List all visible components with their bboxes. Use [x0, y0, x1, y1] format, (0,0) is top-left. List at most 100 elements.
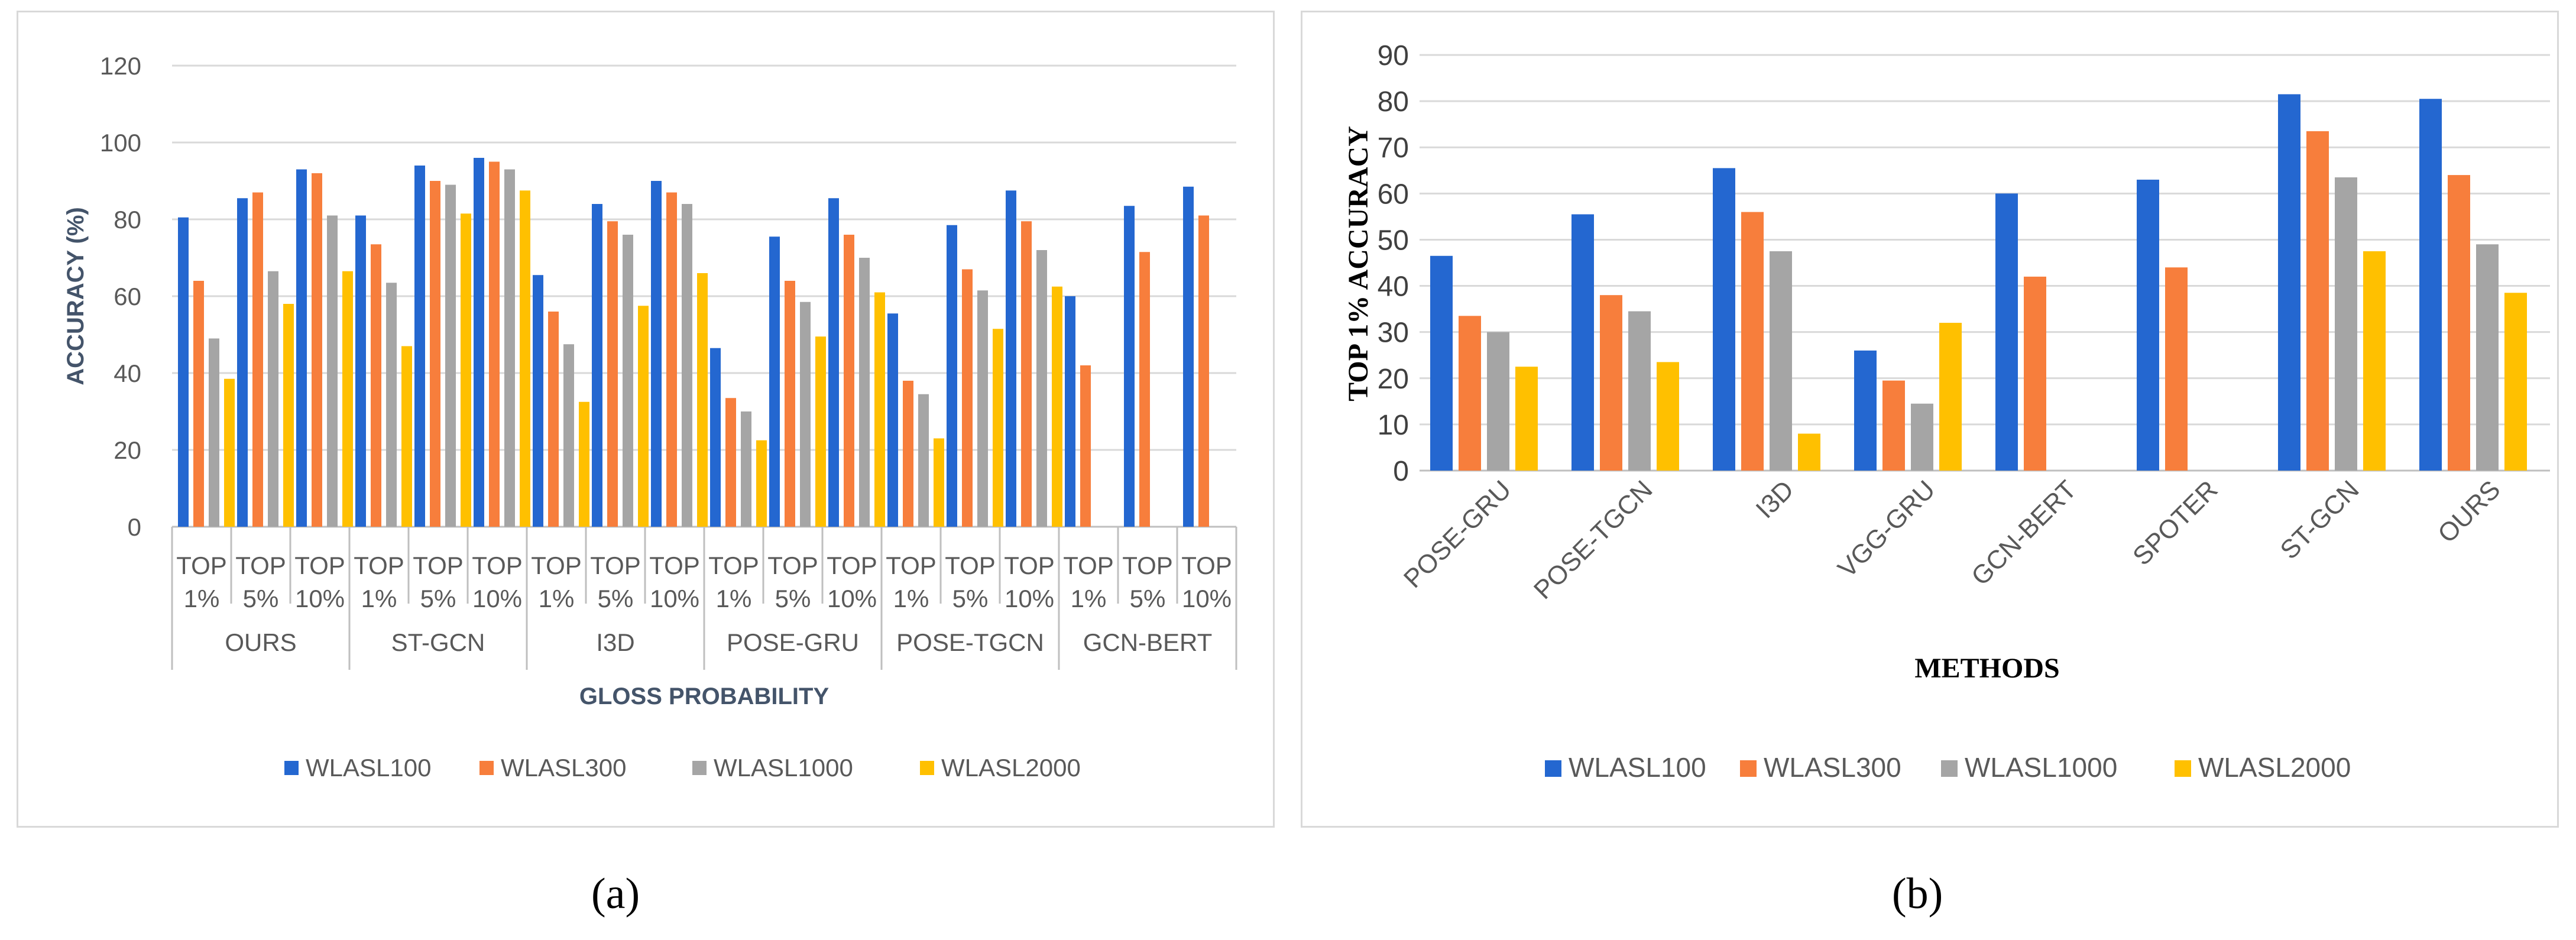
bar-wlasl300 [2306, 131, 2329, 471]
caption-a: (a) [591, 870, 640, 918]
y-tick-label: 80 [1378, 86, 1409, 118]
bar-wlasl1000 [1770, 251, 1792, 471]
chart-a-panel: 0 20 40 60 80 100 120 TOP 1% TOP 5% TOP 10% OURS TOP 1%… [17, 11, 1275, 828]
bar-wlasl1000 [800, 302, 811, 527]
y-tick-label: 100 [100, 129, 141, 157]
x-subcategory-label: 5% [243, 585, 279, 612]
bar-wlasl1000 [977, 290, 988, 527]
legend-label: WLASL300 [1764, 752, 1901, 783]
bar-wlasl100 [355, 215, 366, 527]
bar-wlasl300 [1600, 295, 1622, 471]
bar-wlasl300 [844, 235, 854, 527]
bar-wlasl100 [237, 198, 248, 527]
bar-wlasl300 [312, 173, 322, 527]
bar-wlasl100 [296, 169, 307, 527]
bar-wlasl300 [785, 281, 795, 527]
bar-wlasl100 [1854, 350, 1877, 471]
bar-wlasl300 [607, 221, 618, 527]
bar-wlasl2000 [1798, 433, 1820, 471]
x-group-label: ST-GCN [391, 628, 485, 656]
bar-wlasl1000 [504, 169, 515, 527]
y-tick-label: 120 [100, 52, 141, 80]
x-subcategory-label: 5% [420, 585, 456, 612]
chart-a: 0 20 40 60 80 100 120 TOP 1% TOP 5% TOP 10% OURS TOP 1%… [63, 52, 1237, 782]
bar-wlasl300 [2165, 267, 2188, 471]
bar-wlasl2000 [283, 304, 294, 527]
x-subcategory-label: TOP [294, 552, 345, 579]
x-category-label: OURS [2432, 475, 2506, 549]
y-tick-label: 40 [1378, 271, 1409, 303]
chart-b: 0 10 20 30 40 50 60 70 80 90 POSE-GRU POSE-TGCN I3D V… [1343, 40, 2550, 783]
x-subcategory-label: 1% [893, 585, 929, 612]
legend-swatch-wlasl300 [1740, 760, 1757, 777]
y-axis-title: ACCURACY (%) [63, 207, 89, 385]
bar-wlasl100 [1713, 168, 1735, 471]
x-group-label: POSE-GRU [727, 628, 859, 656]
x-subcategory-label: TOP [945, 552, 996, 579]
bar-wlasl300 [903, 381, 913, 527]
y-tick-label: 10 [1378, 410, 1409, 441]
x-subcategory-label: 10% [472, 585, 522, 612]
x-subcategory-label: TOP [531, 552, 582, 579]
x-subcategory-label: 5% [952, 585, 989, 612]
bar-wlasl2000 [579, 401, 589, 527]
bar-wlasl100 [1995, 193, 2018, 471]
bar-wlasl2000 [224, 378, 235, 527]
bar-wlasl2000 [1939, 323, 1962, 471]
legend-label: WLASL100 [1569, 752, 1706, 783]
caption-b: (b) [1892, 870, 1943, 918]
legend-swatch-wlasl100 [1545, 760, 1561, 777]
x-category-label: SPOTER [2127, 475, 2224, 571]
legend-swatch-wlasl1000 [692, 761, 707, 775]
legend-swatch-wlasl300 [479, 761, 494, 775]
bar-wlasl1000 [859, 258, 870, 527]
bar-wlasl100 [592, 204, 602, 527]
bar-wlasl2000 [874, 292, 885, 527]
bar-wlasl1000 [386, 283, 397, 527]
x-subcategory-label: TOP [472, 552, 523, 579]
bar-wlasl2000 [401, 346, 412, 527]
bar-wlasl1000 [445, 184, 456, 527]
x-subcategory-label: TOP [354, 552, 404, 579]
legend-swatch-wlasl2000 [2175, 760, 2191, 777]
x-subcategory-label: 10% [827, 585, 877, 612]
bar-wlasl300 [252, 192, 263, 527]
x-subcategory-label: TOP [708, 552, 759, 579]
bar-wlasl1000 [327, 215, 338, 527]
y-tick-label: 50 [1378, 225, 1409, 256]
bar-wlasl100 [2278, 94, 2300, 471]
bar-wlasl100 [769, 236, 780, 527]
x-subcategory-label: TOP [176, 552, 227, 579]
bar-wlasl300 [548, 312, 559, 527]
bar-wlasl300 [2024, 276, 2046, 471]
bar-wlasl2000 [520, 190, 530, 527]
bar-wlasl1000 [563, 344, 574, 527]
x-subcategory-label: 1% [361, 585, 397, 612]
legend-label: WLASL1000 [714, 754, 853, 782]
bar-wlasl100 [414, 166, 425, 527]
bar-wlasl2000 [2363, 251, 2386, 471]
bar-wlasl100 [1124, 206, 1135, 527]
bar-wlasl2000 [934, 438, 944, 527]
bar-wlasl2000 [815, 336, 826, 527]
x-category-label: POSE-GRU [1398, 475, 1517, 594]
bar-wlasl2000 [342, 271, 353, 527]
bar-wlasl300 [430, 181, 440, 527]
bar-wlasl300 [1080, 365, 1091, 527]
x-category-label: POSE-TGCN [1528, 475, 1658, 605]
bar-wlasl2000 [638, 306, 649, 527]
y-tick-label: 80 [114, 206, 141, 234]
x-subcategory-label: 10% [650, 585, 699, 612]
bar-wlasl100 [651, 181, 662, 527]
y-tick-label: 60 [1378, 179, 1409, 210]
y-tick-label: 20 [114, 436, 141, 464]
x-category-label: VGG-GRU [1832, 475, 1940, 583]
y-tick-label: 60 [114, 283, 141, 310]
x-subcategory-label: TOP [767, 552, 818, 579]
bar-wlasl100 [2419, 99, 2442, 471]
bar-wlasl2000 [1657, 362, 1679, 471]
bar-wlasl2000 [756, 440, 767, 527]
x-axis-title: GLOSS PROBABILITY [579, 683, 829, 709]
bar-wlasl1000 [2476, 244, 2499, 471]
y-tick-label: 70 [1378, 132, 1409, 164]
